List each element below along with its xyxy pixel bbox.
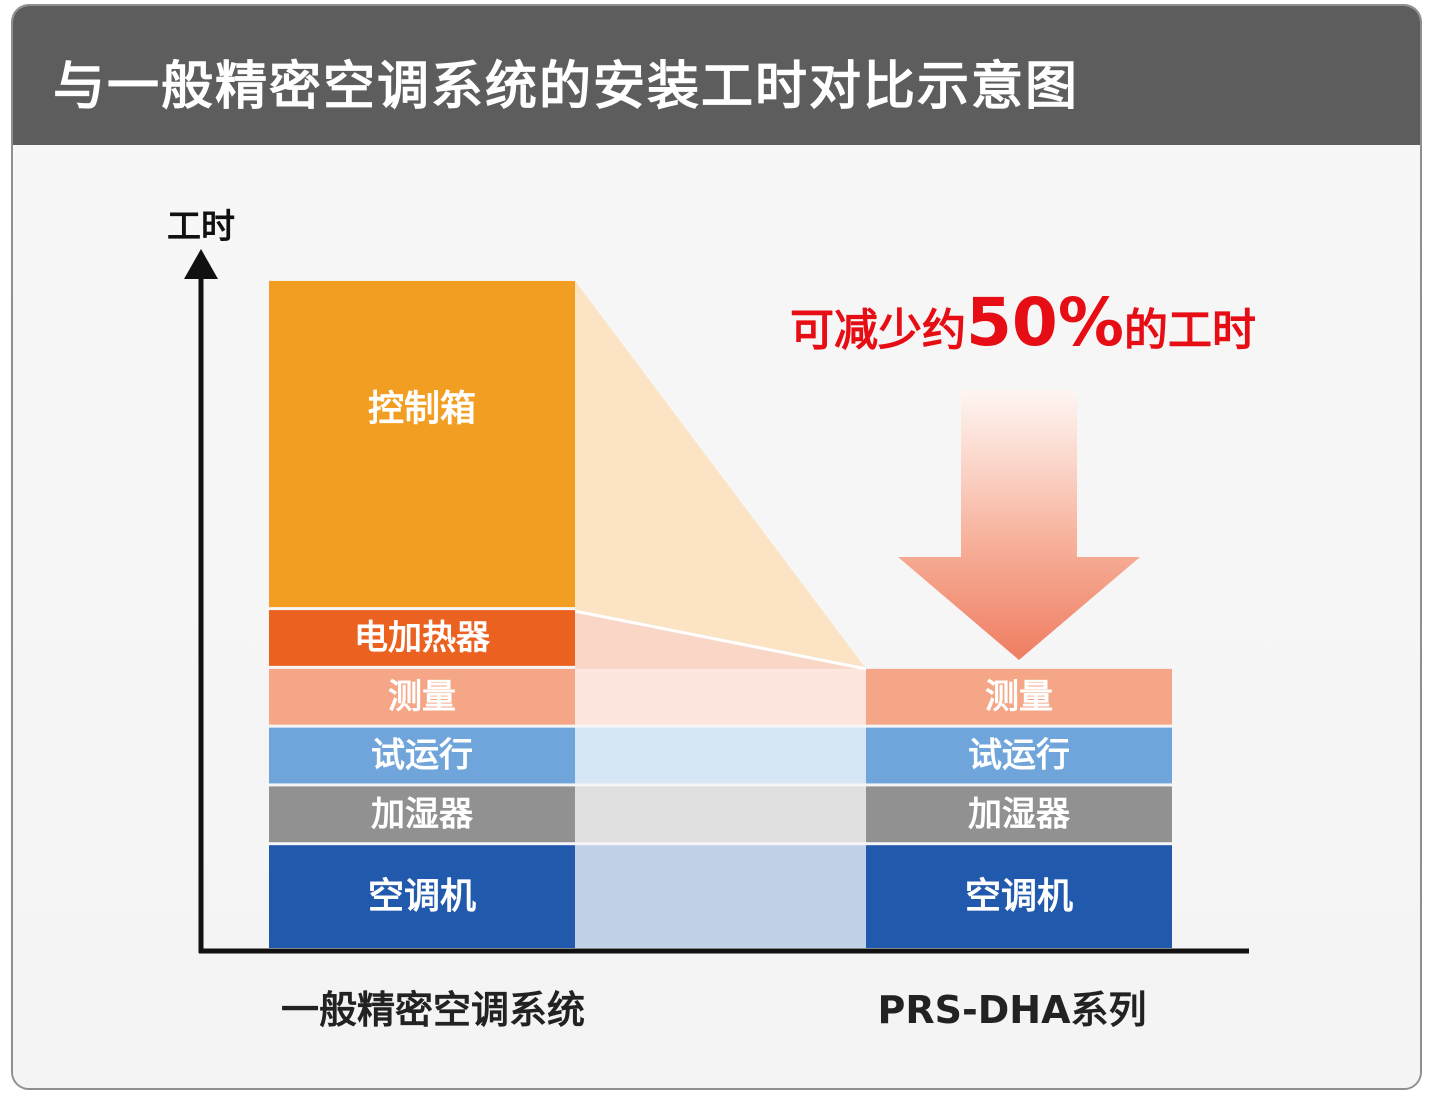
bar-1-加湿器 [269,786,575,843]
connector-试运行 [575,727,866,784]
segment-label-2-加湿器: 加湿器 [968,794,1071,834]
segment-label-2-空调机: 空调机 [965,876,1073,917]
bar-2-空调机 [866,845,1172,948]
x-tick-label-2: PRS-DHA系列 [877,988,1146,1032]
annotation-value: 50% [966,284,1124,361]
annotation-prefix: 可减少约 [790,305,966,356]
chart-title: 与一般精密空调系统的安装工时对比示意图 [53,57,1080,117]
segment-label-1-试运行: 试运行 [371,736,473,776]
segment-label-2-测量: 测量 [985,677,1053,717]
title-bar: 与一般精密空调系统的安装工时对比示意图 [13,6,1420,145]
y-axis-arrow [184,249,218,279]
reduction-wedge-控制箱 [575,280,866,669]
bar-1-控制箱 [269,280,575,608]
y-axis-label: 工时 [167,207,235,247]
segment-label-1-加湿器: 加湿器 [371,794,474,834]
bar-1-空调机 [269,845,575,948]
segment-label-2-试运行: 试运行 [968,736,1070,776]
wedge-divider [574,609,867,671]
bar-1-试运行 [269,727,575,784]
bar-1-电加热器 [269,610,575,666]
bar-1-测量 [269,668,575,725]
bar-2-试运行 [866,727,1172,784]
x-tick-label-1: 一般精密空调系统 [281,988,585,1032]
annotation-suffix: 的工时 [1124,305,1256,356]
reduction-wedge-电加热器 [575,610,866,669]
bar-2-加湿器 [866,786,1172,843]
reduction-annotation: 可减少约50%的工时 [790,284,1256,361]
segment-label-1-电加热器: 电加热器 [354,618,491,658]
bar-2-测量 [866,668,1172,725]
plot-area: 空调机 加湿器 试运行 测量 电加热器 控制箱空调机 加湿器 试运行 测量 工时一般精密空调系统 P… [13,145,1420,1088]
segment-label-1-测量: 测量 [388,677,456,717]
segment-label-1-空调机: 空调机 [368,876,476,917]
chart-card: 与一般精密空调系统的安装工时对比示意图 空调机 加湿器 试运行 测量 电加热器 控制箱 空调… [11,4,1422,1090]
segment-label-1-控制箱: 控制箱 [368,389,476,430]
connector-测量 [575,668,866,725]
connector-加湿器 [575,786,866,843]
reduction-arrow [898,390,1140,660]
connector-空调机 [575,845,866,948]
